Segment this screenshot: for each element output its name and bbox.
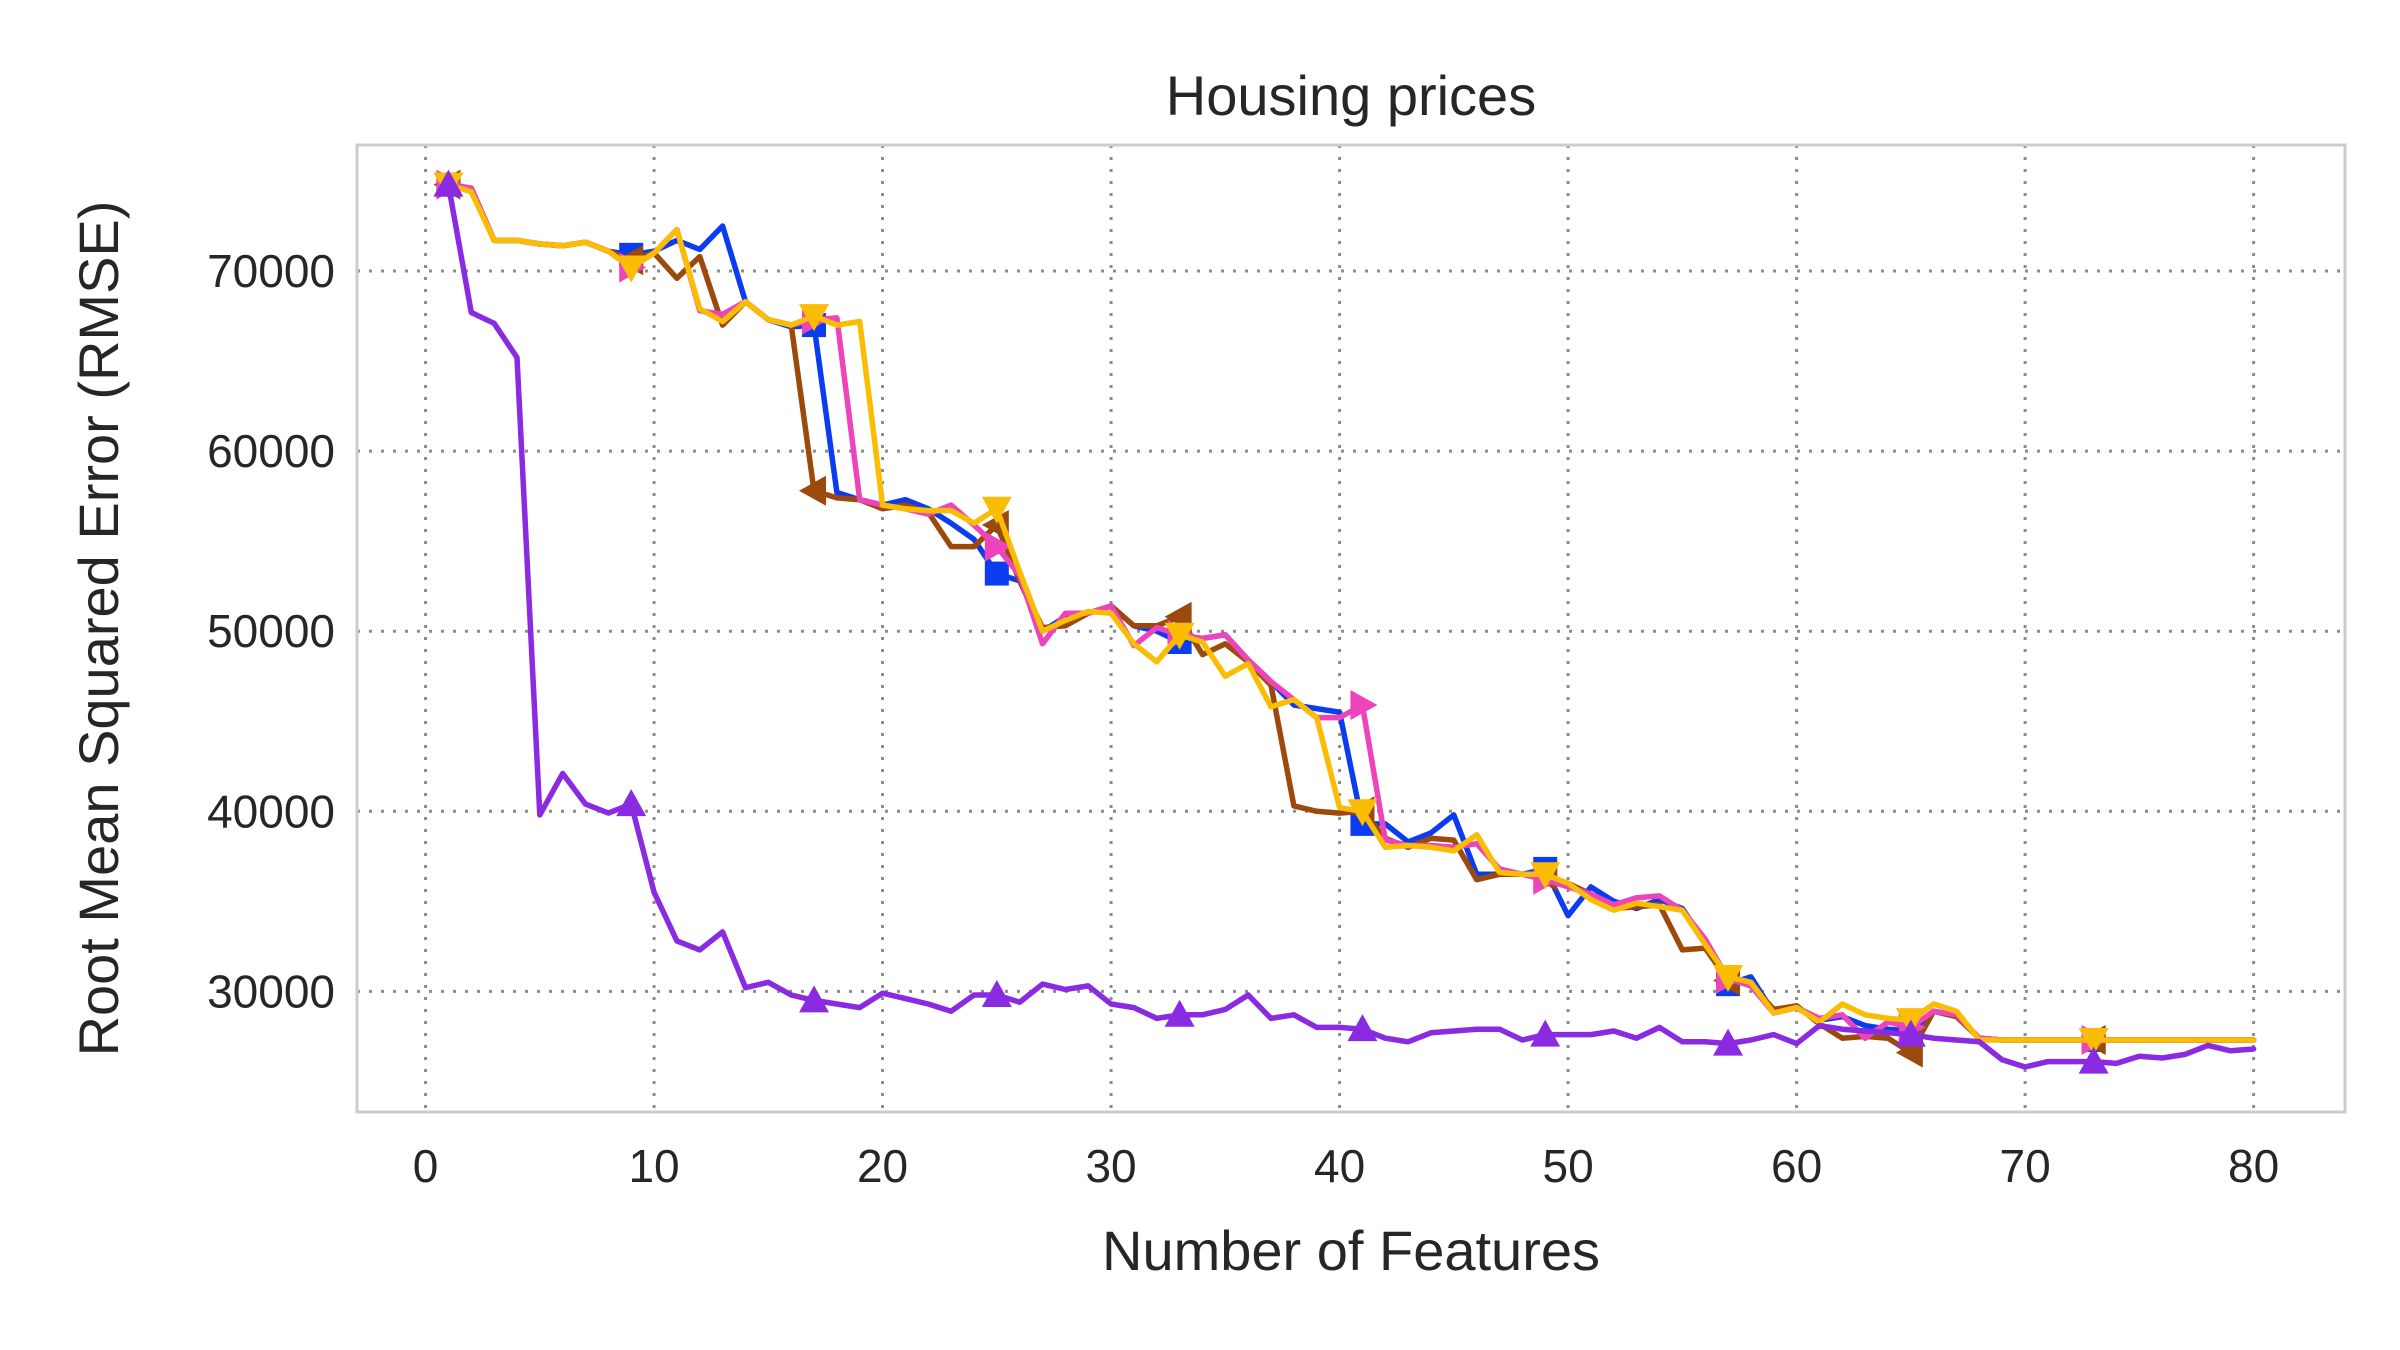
y-tick-label-0: 30000 — [207, 965, 335, 1017]
series-4-point-6 — [1530, 1019, 1561, 1047]
x-tick-label-7: 70 — [2000, 1140, 2051, 1192]
series-3-point-3 — [981, 496, 1012, 524]
series-3-point-5 — [1347, 799, 1378, 827]
series-4-point-8 — [1895, 1019, 1926, 1047]
series-3-point-1 — [616, 255, 647, 283]
y-tick-label-1: 40000 — [207, 785, 335, 837]
y-tick-label-4: 70000 — [207, 245, 335, 297]
x-tick-label-3: 30 — [1085, 1140, 1136, 1192]
series-3-point-6 — [1530, 862, 1561, 890]
series-layer — [433, 169, 2257, 1074]
series-4-point-2 — [799, 985, 830, 1013]
series-4-point-4 — [1164, 999, 1195, 1027]
grid — [357, 145, 2345, 1112]
series-4-point-9 — [2078, 1046, 2109, 1074]
series-3-point-2 — [799, 304, 830, 332]
chart-title: Housing prices — [1166, 64, 1536, 127]
series-4-point-3 — [981, 979, 1012, 1007]
series-3-point-7 — [1713, 964, 1744, 992]
series-3-point-4 — [1164, 622, 1195, 650]
x-tick-label-2: 20 — [857, 1140, 908, 1192]
series-1-point-2 — [799, 475, 827, 506]
x-tick-label-1: 10 — [628, 1140, 679, 1192]
x-tick-label-5: 50 — [1542, 1140, 1593, 1192]
x-tick-label-6: 60 — [1771, 1140, 1822, 1192]
series-line-4 — [445, 181, 2257, 1070]
y-axis-label: Root Mean Squared Error (RMSE) — [67, 201, 130, 1057]
x-axis-label: Number of Features — [1102, 1219, 1600, 1282]
plot-frame — [355, 143, 2347, 1114]
x-tick-label-8: 80 — [2228, 1140, 2279, 1192]
series-2-point-5 — [1350, 690, 1378, 721]
series-4-point-0 — [433, 169, 464, 197]
series-4-point-1 — [616, 789, 647, 817]
series-4-point-7 — [1713, 1028, 1744, 1056]
series-4-point-5 — [1347, 1014, 1378, 1042]
y-tick-label-3: 60000 — [207, 425, 335, 477]
x-tick-label-4: 40 — [1314, 1140, 1365, 1192]
x-tick-label-0: 0 — [413, 1140, 439, 1192]
series-line-3 — [445, 181, 2257, 1043]
series-3-point-9 — [2078, 1027, 2109, 1055]
series-2-point-3 — [984, 531, 1012, 562]
y-tick-label-2: 50000 — [207, 605, 335, 657]
series-0-point-3 — [984, 561, 1009, 586]
tick-labels: 0 10 20 30 40 50 60 70 80 30000 40000 50000 60000 700… — [207, 245, 2279, 1192]
series-4 — [433, 169, 2257, 1074]
